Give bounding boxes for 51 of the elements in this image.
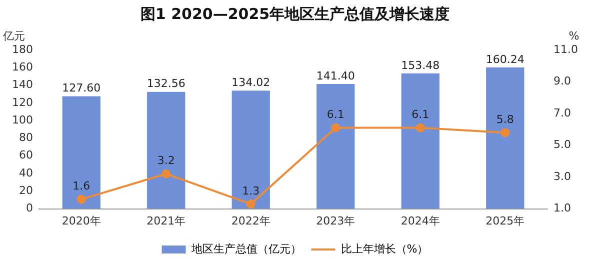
y-tick-label: 160	[12, 60, 33, 74]
data-label: 3.2	[157, 154, 175, 168]
point	[416, 123, 425, 132]
data-label: 1.6	[72, 180, 90, 193]
x-tick-label: 2021年	[146, 214, 186, 228]
data-label: 127.60	[62, 82, 101, 95]
bar	[486, 67, 524, 209]
y-tick-label: 120	[12, 96, 33, 109]
y2-tick-label: 1.0	[554, 202, 572, 215]
x-tick-label: 2024年	[400, 214, 440, 228]
legend-label: 地区生产总值（亿元）	[190, 242, 302, 256]
data-label: 132.56	[146, 77, 186, 90]
point	[331, 123, 340, 132]
bar	[232, 90, 270, 209]
y2-tick-label: 5.0	[554, 138, 572, 152]
data-label: 153.48	[401, 58, 440, 72]
point	[500, 128, 510, 138]
point	[246, 200, 256, 209]
y-axis-title: 亿元	[2, 29, 25, 42]
y-tick-label: 140	[12, 78, 33, 92]
y-tick-label: 100	[12, 113, 33, 126]
x-tick-label: 2022年	[231, 214, 270, 228]
y2-tick-label: 7.0	[554, 106, 572, 120]
bar	[401, 73, 440, 209]
y-tick-label: 40	[18, 166, 33, 180]
data-label: 6.1	[412, 108, 430, 122]
y-tick-label: 180	[12, 42, 33, 56]
data-label: 160.24	[486, 52, 524, 66]
point	[76, 194, 86, 204]
y2-axis-title: %	[568, 29, 580, 42]
y-tick-label: 60	[18, 148, 33, 162]
bar	[62, 96, 100, 209]
y2-tick-label: 3.0	[554, 170, 572, 183]
data-label: 6.1	[326, 108, 344, 122]
x-tick-label: 2020年	[62, 214, 101, 228]
y2-tick-label: 9.0	[554, 74, 572, 88]
x-tick-label: 2025年	[486, 214, 525, 228]
legend-label: 比上年增长（%）	[340, 242, 428, 256]
y-tick-label: 80	[18, 131, 33, 144]
y-tick-label: 20	[18, 184, 33, 198]
bar	[316, 84, 355, 209]
y-tick-label: 0	[26, 202, 33, 215]
chart-title: 图1 2020—2025年地区生产总值及增长速度	[140, 4, 450, 23]
point	[162, 169, 171, 178]
y2-tick-label: 11.0	[554, 42, 578, 56]
x-tick-label: 2023年	[316, 214, 356, 228]
data-label: 134.02	[232, 76, 270, 89]
data-label: 1.3	[242, 184, 260, 198]
bar	[147, 92, 186, 209]
data-label: 141.40	[316, 69, 355, 82]
data-label: 5.8	[496, 112, 514, 126]
